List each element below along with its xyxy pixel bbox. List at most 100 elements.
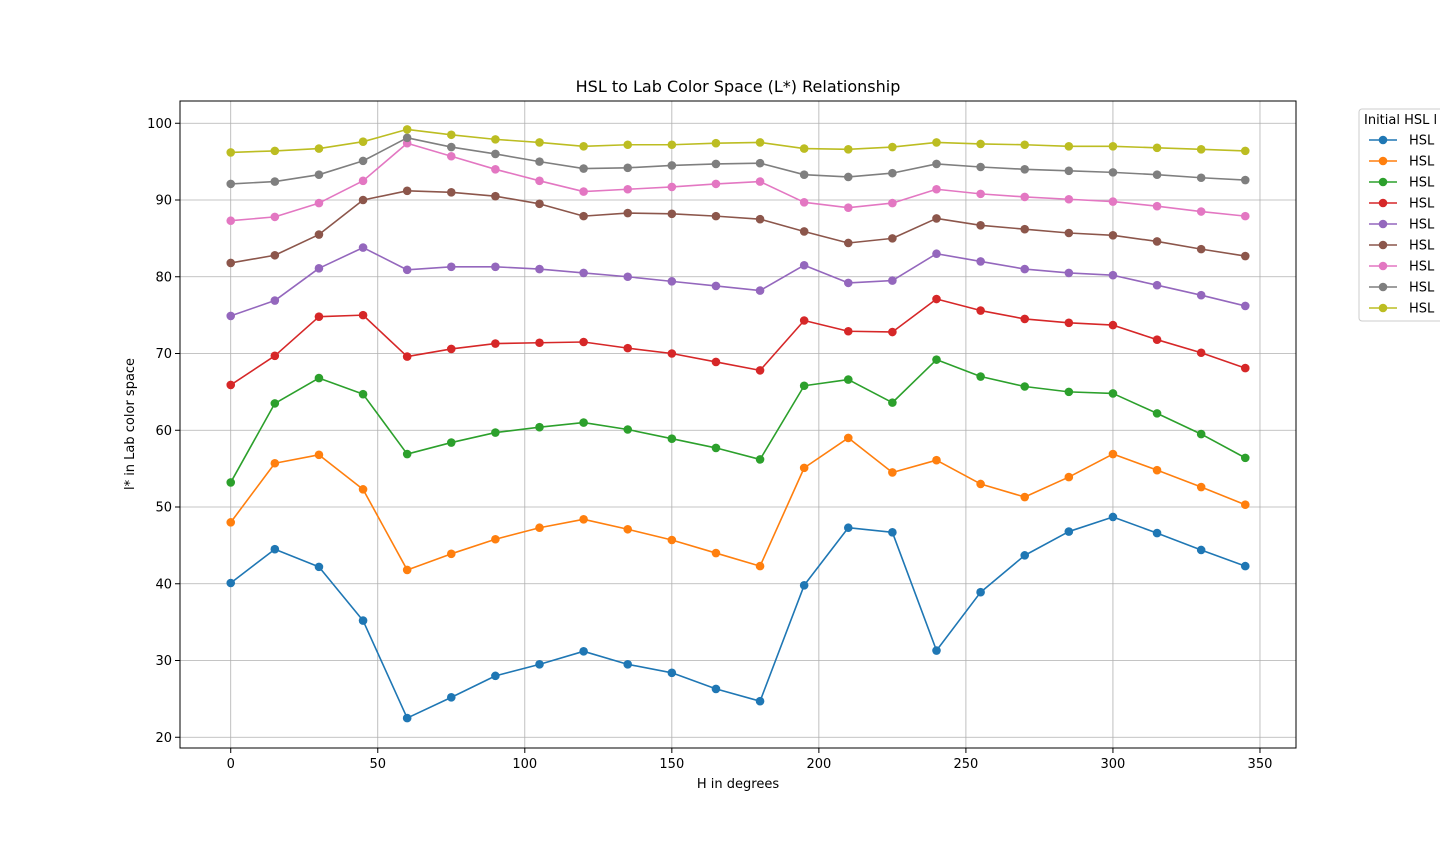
data-point bbox=[755, 214, 765, 224]
legend-label: HSL bbox=[1409, 302, 1435, 317]
data-point bbox=[358, 389, 368, 399]
y-tick-label: 50 bbox=[155, 501, 172, 516]
data-point bbox=[1240, 453, 1250, 463]
data-point bbox=[1020, 264, 1030, 274]
data-point bbox=[491, 262, 500, 272]
series-2 bbox=[226, 433, 1250, 575]
data-point bbox=[1196, 482, 1206, 492]
series-3 bbox=[226, 355, 1250, 487]
data-point bbox=[976, 189, 985, 199]
data-point bbox=[843, 145, 853, 154]
data-point bbox=[1064, 141, 1074, 151]
data-point bbox=[402, 265, 412, 275]
data-point bbox=[1152, 143, 1162, 153]
data-point bbox=[358, 616, 368, 625]
y-tick-label: 100 bbox=[147, 117, 172, 132]
data-point bbox=[270, 351, 280, 361]
data-point bbox=[667, 434, 677, 443]
data-point bbox=[976, 139, 985, 149]
data-point bbox=[402, 713, 412, 723]
data-point bbox=[932, 138, 941, 147]
data-point bbox=[491, 165, 500, 174]
data-point bbox=[579, 141, 588, 151]
legend-item: HSL bbox=[1369, 260, 1435, 275]
data-point bbox=[667, 668, 677, 678]
data-point bbox=[888, 468, 897, 477]
data-point bbox=[535, 157, 544, 166]
data-point bbox=[667, 349, 677, 358]
data-point bbox=[1152, 409, 1162, 418]
data-point bbox=[888, 142, 897, 152]
data-point bbox=[932, 184, 941, 194]
axes: 0 50 100 150 200 250 300 350 20 30 40 50 60 70 80 90 100 bbox=[147, 100, 1297, 772]
data-point bbox=[270, 250, 280, 260]
data-point bbox=[799, 316, 809, 325]
y-tick-label: 40 bbox=[155, 577, 172, 592]
data-point bbox=[755, 158, 765, 168]
legend-label: HSL bbox=[1409, 260, 1435, 275]
data-point bbox=[270, 212, 280, 222]
data-point bbox=[843, 523, 853, 533]
legend-label: HSL bbox=[1409, 134, 1435, 149]
data-point bbox=[799, 227, 809, 236]
data-point bbox=[226, 518, 236, 527]
legend-label: HSL bbox=[1409, 176, 1435, 191]
data-point bbox=[623, 343, 633, 353]
data-point bbox=[314, 562, 324, 572]
data-point bbox=[932, 294, 941, 304]
data-point bbox=[491, 671, 500, 681]
data-point bbox=[976, 162, 985, 172]
data-point bbox=[314, 198, 324, 208]
data-point bbox=[226, 311, 236, 321]
data-point bbox=[491, 135, 500, 144]
data-point bbox=[711, 548, 721, 558]
data-point bbox=[623, 140, 633, 150]
data-point bbox=[402, 352, 412, 361]
data-point bbox=[446, 130, 456, 140]
data-point bbox=[446, 549, 456, 559]
data-point bbox=[755, 177, 765, 186]
series-line bbox=[230, 358, 1246, 483]
series-5 bbox=[226, 243, 1250, 321]
data-point bbox=[888, 327, 897, 337]
data-point bbox=[446, 438, 456, 447]
data-point bbox=[402, 125, 412, 134]
data-point bbox=[1196, 244, 1206, 254]
y-tick-label: 90 bbox=[155, 194, 172, 209]
data-point bbox=[1020, 192, 1030, 202]
data-point bbox=[491, 534, 500, 544]
legend-item: HSL bbox=[1369, 302, 1435, 317]
data-point bbox=[1108, 320, 1118, 330]
grid bbox=[180, 101, 1296, 748]
data-point bbox=[888, 168, 897, 178]
data-point bbox=[535, 660, 544, 669]
data-point bbox=[1196, 429, 1206, 439]
data-point bbox=[1064, 387, 1074, 397]
data-point bbox=[226, 380, 236, 390]
data-point bbox=[623, 163, 633, 173]
legend-label: HSL bbox=[1409, 155, 1435, 170]
data-point bbox=[491, 339, 500, 348]
data-point bbox=[270, 146, 280, 156]
data-point bbox=[799, 381, 809, 391]
data-point bbox=[843, 278, 853, 288]
data-point bbox=[711, 357, 721, 367]
plot-frame bbox=[179, 100, 1297, 749]
data-point bbox=[711, 443, 721, 453]
data-point bbox=[888, 198, 897, 208]
legend-marker bbox=[1378, 282, 1388, 292]
series-line bbox=[230, 437, 1246, 571]
data-point bbox=[579, 187, 588, 196]
y-tick-label: 20 bbox=[155, 731, 172, 746]
data-point bbox=[314, 264, 324, 273]
data-point bbox=[755, 561, 765, 571]
data-point bbox=[976, 221, 985, 230]
data-point bbox=[1152, 465, 1162, 475]
data-point bbox=[535, 264, 544, 274]
data-point bbox=[1152, 237, 1162, 246]
x-axis-label: H in degrees bbox=[697, 777, 779, 792]
y-tick-label: 60 bbox=[155, 424, 172, 439]
legend-label: HSL bbox=[1409, 197, 1435, 212]
x-tick-label: 0 bbox=[227, 757, 235, 772]
